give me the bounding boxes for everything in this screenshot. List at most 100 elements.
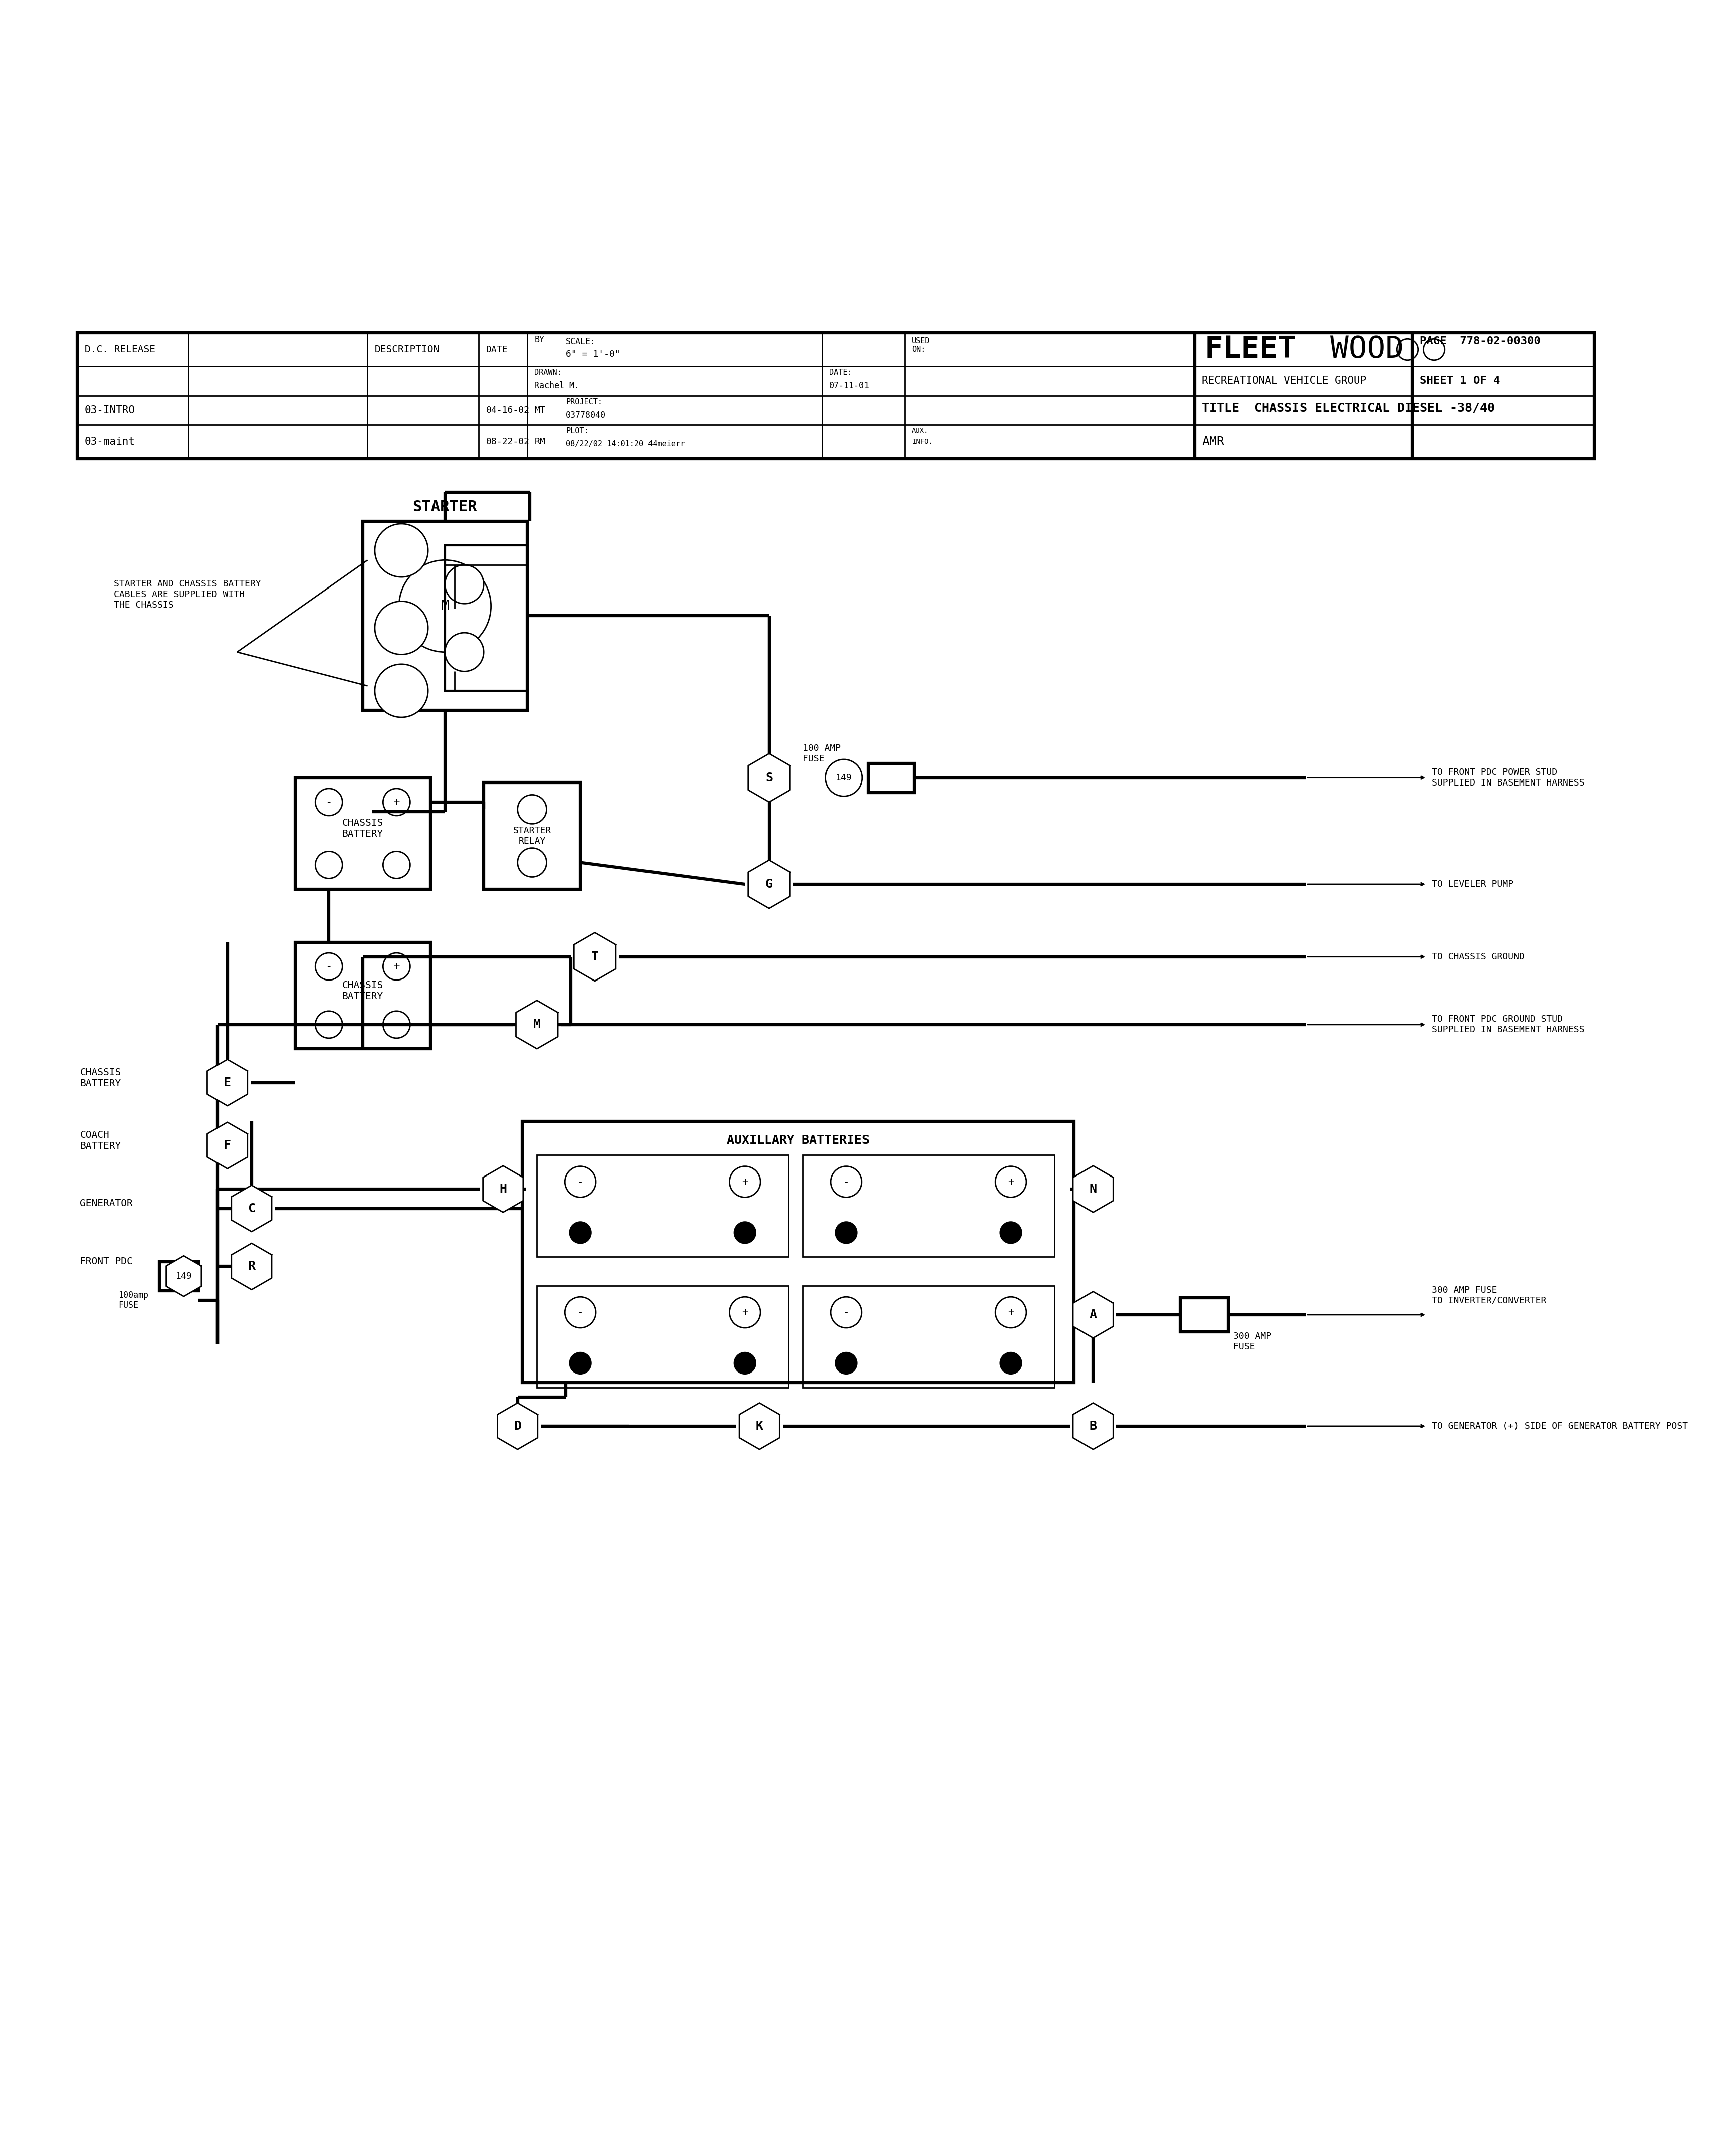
Text: B: B — [1089, 1421, 1096, 1432]
Bar — [483, 783, 580, 888]
Text: +: + — [1008, 1307, 1013, 1317]
Text: +: + — [741, 1307, 748, 1317]
Polygon shape — [1074, 1291, 1114, 1339]
Polygon shape — [748, 755, 790, 802]
Text: 100 AMP
FUSE: 100 AMP FUSE — [804, 744, 842, 763]
Circle shape — [729, 1166, 760, 1197]
Text: AMR: AMR — [1202, 436, 1225, 448]
Text: TO LEVELER PUMP: TO LEVELER PUMP — [1432, 880, 1514, 888]
Bar — [362, 522, 527, 709]
Text: 03778040: 03778040 — [566, 410, 606, 420]
Circle shape — [729, 1298, 760, 1328]
Bar — [159, 1261, 197, 1291]
Text: TO CHASSIS GROUND: TO CHASSIS GROUND — [1432, 953, 1524, 962]
Text: +: + — [1008, 1177, 1013, 1186]
Circle shape — [518, 796, 547, 824]
Text: D.C. RELEASE: D.C. RELEASE — [85, 345, 156, 354]
Circle shape — [1001, 1352, 1022, 1373]
Text: FLEET: FLEET — [1204, 334, 1297, 364]
Text: H: H — [499, 1184, 507, 1194]
Text: MT: MT — [535, 405, 546, 414]
Bar — [868, 763, 914, 791]
Text: 100amp
FUSE: 100amp FUSE — [118, 1291, 149, 1311]
Circle shape — [383, 953, 410, 981]
Text: -: - — [326, 962, 333, 972]
Text: T: T — [591, 951, 599, 964]
Circle shape — [445, 632, 483, 671]
Circle shape — [565, 1166, 596, 1197]
Text: WOOD: WOOD — [1330, 334, 1403, 364]
Text: CHASSIS
BATTERY: CHASSIS BATTERY — [343, 819, 383, 839]
Text: D: D — [514, 1421, 521, 1432]
Text: STARTER AND CHASSIS BATTERY
CABLES ARE SUPPLIED WITH
THE CHASSIS: STARTER AND CHASSIS BATTERY CABLES ARE S… — [114, 580, 262, 610]
Circle shape — [1424, 338, 1444, 360]
Circle shape — [831, 1298, 863, 1328]
Polygon shape — [166, 1255, 201, 1296]
Circle shape — [383, 1011, 410, 1037]
Text: TO GENERATOR (+) SIDE OF GENERATOR BATTERY POST: TO GENERATOR (+) SIDE OF GENERATOR BATTE… — [1432, 1421, 1687, 1432]
Circle shape — [570, 1352, 591, 1373]
Circle shape — [996, 1166, 1027, 1197]
Circle shape — [315, 789, 343, 815]
Text: DATE: DATE — [487, 345, 507, 354]
Text: GENERATOR: GENERATOR — [80, 1199, 133, 1207]
Circle shape — [374, 524, 428, 578]
Text: SCALE:: SCALE: — [566, 338, 596, 347]
Text: TITLE  CHASSIS ELECTRICAL DIESEL -38/40: TITLE CHASSIS ELECTRICAL DIESEL -38/40 — [1202, 401, 1495, 414]
Polygon shape — [232, 1244, 272, 1289]
Text: -: - — [843, 1177, 850, 1186]
Text: 08/22/02 14:01:20 44meierr: 08/22/02 14:01:20 44meierr — [566, 440, 684, 448]
Text: G: G — [766, 877, 772, 890]
Polygon shape — [1074, 1404, 1114, 1449]
Text: USED: USED — [911, 338, 930, 345]
Text: DATE:: DATE: — [830, 369, 852, 377]
Circle shape — [996, 1298, 1027, 1328]
Text: 6" = 1'-0": 6" = 1'-0" — [566, 349, 620, 360]
Text: 04-16-02: 04-16-02 — [487, 405, 530, 414]
Polygon shape — [1074, 1166, 1114, 1212]
Text: AUXILLARY BATTERIES: AUXILLARY BATTERIES — [727, 1134, 869, 1147]
Text: STARTER: STARTER — [412, 500, 478, 513]
Polygon shape — [497, 1404, 537, 1449]
Text: TO FRONT PDC GROUND STUD
SUPPLIED IN BASEMENT HARNESS: TO FRONT PDC GROUND STUD SUPPLIED IN BAS… — [1432, 1015, 1585, 1035]
Circle shape — [518, 847, 547, 877]
Text: -: - — [843, 1307, 850, 1317]
Polygon shape — [208, 1123, 248, 1169]
Text: SHEET 1 OF 4: SHEET 1 OF 4 — [1420, 375, 1500, 386]
Text: 03-maint: 03-maint — [85, 436, 135, 446]
Text: +: + — [393, 798, 400, 806]
Text: AUX.: AUX. — [911, 427, 928, 433]
Circle shape — [734, 1222, 755, 1244]
Circle shape — [315, 953, 343, 981]
Polygon shape — [483, 1166, 523, 1212]
Text: -: - — [326, 798, 333, 806]
Bar — [804, 1156, 1055, 1257]
Text: 300 AMP FUSE
TO INVERTER/CONVERTER: 300 AMP FUSE TO INVERTER/CONVERTER — [1432, 1285, 1547, 1304]
Text: K: K — [755, 1421, 764, 1432]
Text: FRONT PDC: FRONT PDC — [80, 1257, 133, 1266]
Text: C: C — [248, 1203, 255, 1214]
Text: 08-22-02: 08-22-02 — [487, 438, 530, 446]
Text: CHASSIS
BATTERY: CHASSIS BATTERY — [343, 981, 383, 1000]
Circle shape — [734, 1352, 755, 1373]
Bar — [523, 1121, 1074, 1382]
Polygon shape — [516, 1000, 558, 1048]
Text: 300 AMP
FUSE: 300 AMP FUSE — [1233, 1332, 1271, 1352]
Circle shape — [445, 565, 483, 604]
Circle shape — [374, 664, 428, 718]
Circle shape — [837, 1352, 857, 1373]
Text: PAGE  778-02-00300: PAGE 778-02-00300 — [1420, 336, 1540, 347]
Bar — [537, 1156, 788, 1257]
Bar — [537, 1285, 788, 1386]
Polygon shape — [573, 934, 617, 981]
Text: 149: 149 — [837, 774, 852, 783]
Bar — [445, 545, 527, 690]
Circle shape — [831, 1166, 863, 1197]
Bar — [294, 778, 431, 888]
Text: N: N — [1089, 1184, 1096, 1194]
Text: +: + — [741, 1177, 748, 1186]
Text: RM: RM — [535, 438, 546, 446]
Text: M: M — [440, 599, 449, 612]
Polygon shape — [748, 860, 790, 908]
Text: DESCRIPTION: DESCRIPTION — [374, 345, 440, 354]
